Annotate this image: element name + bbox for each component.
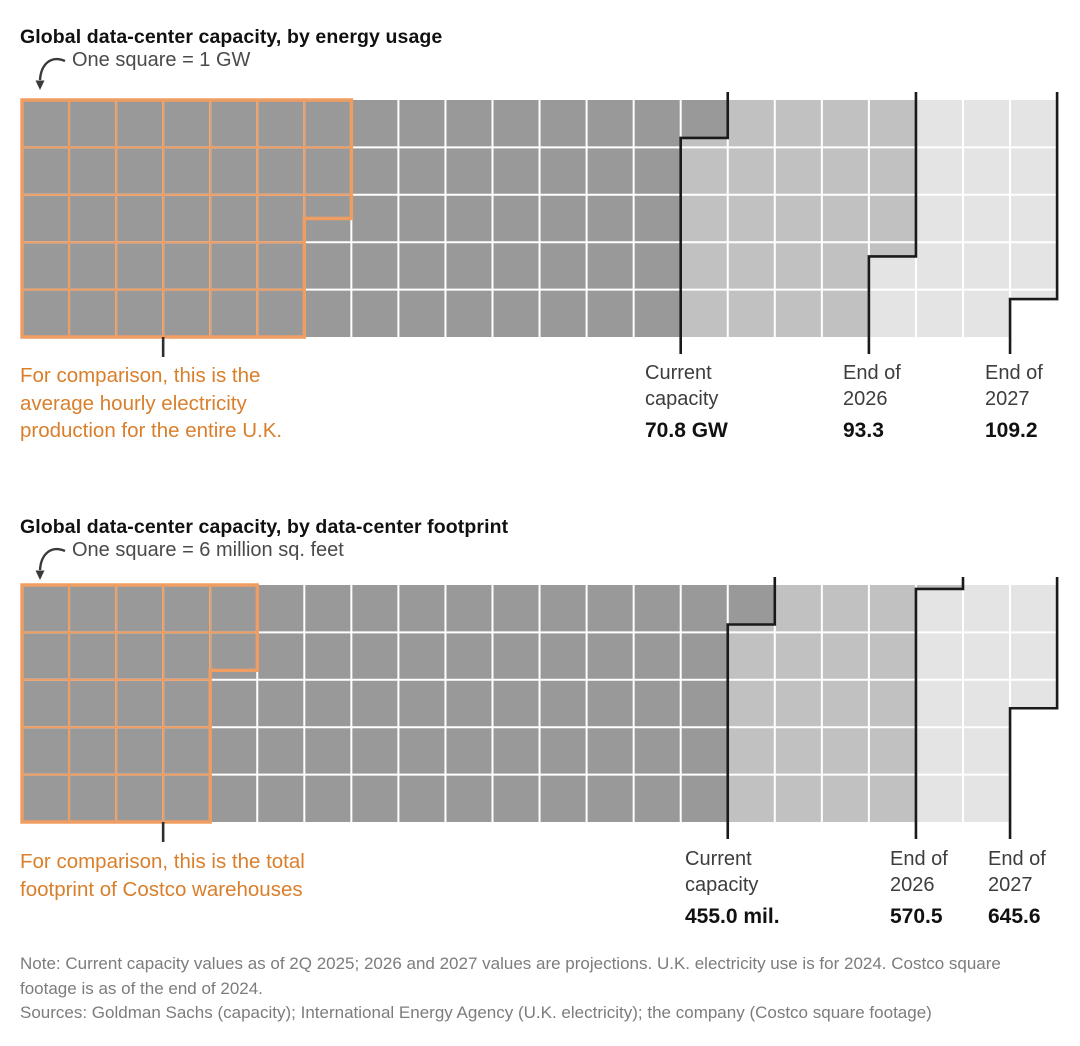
footnotes: Note: Current capacity values as of 2Q 2… [20, 952, 1046, 1026]
marker-label-current: Current capacity 70.8 GW [645, 360, 749, 443]
waffle-grid-footprint [20, 577, 1059, 842]
marker-name: End of 2027 [985, 362, 1043, 410]
chart-title: Global data-center capacity, by data-cen… [20, 516, 509, 539]
marker-name: End of 2026 [843, 362, 901, 410]
marker-name: End of 2027 [988, 848, 1046, 896]
marker-name: Current capacity [685, 848, 759, 896]
marker-label-2027: End of 2027 109.2 [985, 360, 1055, 443]
marker-value: 70.8 GW [645, 419, 728, 442]
square-legend: One square = 1 GW [72, 49, 251, 71]
marker-value: 645.6 [988, 905, 1041, 928]
marker-label-2026: End of 2026 570.5 [890, 846, 960, 929]
marker-value: 109.2 [985, 419, 1038, 442]
marker-name: End of 2026 [890, 848, 948, 896]
marker-value: 455.0 mil. [685, 905, 780, 928]
marker-value: 93.3 [843, 419, 884, 442]
annotation-arrow-icon [35, 57, 66, 90]
comparison-annotation: For comparison, this is the average hour… [20, 364, 283, 442]
annotation-arrow-icon [35, 547, 66, 580]
chart-title: Global data-center capacity, by energy u… [20, 26, 443, 49]
marker-label-2027: End of 2027 645.6 [988, 846, 1058, 929]
square-legend: One square = 6 million sq. feet [72, 539, 344, 561]
sources-text: Sources: Goldman Sachs (capacity); Inter… [20, 1003, 932, 1022]
comparison-annotation: For comparison, this is the total footpr… [20, 850, 305, 901]
marker-name: Current capacity [645, 362, 719, 410]
waffle-grid-energy [20, 92, 1059, 357]
marker-label-2026: End of 2026 93.3 [843, 360, 913, 443]
note-text: Note: Current capacity values as of 2Q 2… [20, 954, 1001, 998]
marker-label-current: Current capacity 455.0 mil. [685, 846, 793, 929]
marker-value: 570.5 [890, 905, 943, 928]
